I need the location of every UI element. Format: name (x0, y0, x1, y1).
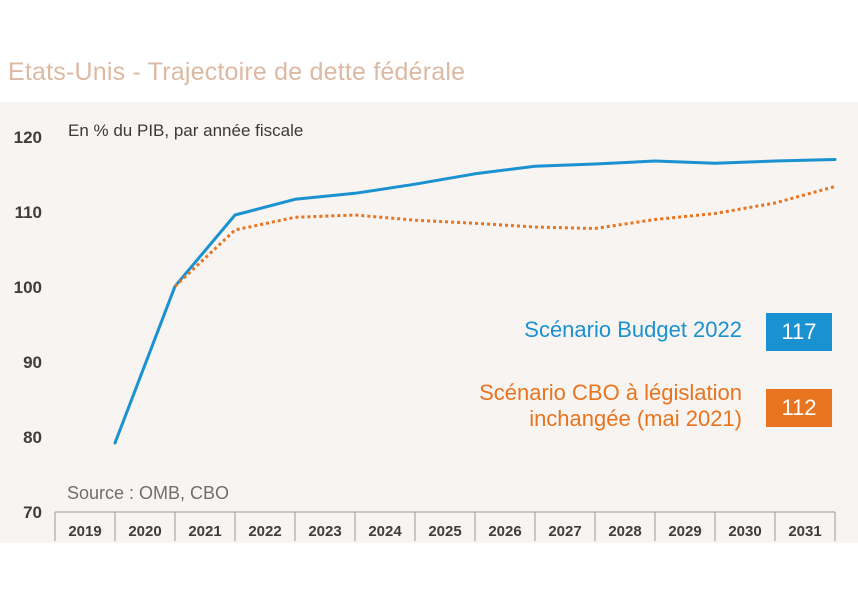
chart-axes: 70 80 90 100 110 120 2019 2020 2021 2022 2023 2024 2… (14, 128, 836, 541)
legend-label-budget-2022: Scénario Budget 2022 (524, 317, 742, 343)
x-tick-label: 2030 (728, 523, 761, 540)
legend-label-line: Scénario CBO à législation (479, 380, 742, 405)
x-tick-label: 2023 (308, 523, 341, 540)
legend-label-cbo: Scénario CBO à législation inchangée (ma… (479, 380, 742, 432)
x-tick-label: 2024 (368, 523, 402, 540)
legend-badge-cbo: 112 (766, 389, 832, 427)
y-tick-label: 100 (14, 278, 42, 297)
x-tick-label: 2026 (488, 523, 521, 540)
series-line-cbo (173, 185, 836, 288)
x-tick-label: 2029 (668, 523, 701, 540)
legend-label-line: inchangée (mai 2021) (529, 406, 742, 431)
chart-series (113, 158, 837, 445)
y-tick-label: 70 (23, 503, 42, 522)
x-tick-label: 2025 (428, 523, 461, 540)
x-tick-label: 2022 (248, 523, 281, 540)
legend-label-line: Scénario Budget 2022 (524, 317, 742, 342)
chart-subtitle: En % du PIB, par année fiscale (68, 121, 304, 140)
series-line-budget-2022 (113, 158, 837, 445)
x-tick-label: 2028 (608, 523, 641, 540)
y-tick-label: 90 (23, 353, 42, 372)
x-tick-label: 2027 (548, 523, 581, 540)
chart-source: Source : OMB, CBO (67, 483, 230, 503)
x-tick-label: 2019 (68, 523, 101, 540)
x-tick-label: 2031 (788, 523, 821, 540)
legend-badge-budget-2022: 117 (766, 313, 832, 351)
y-tick-label: 110 (15, 203, 42, 222)
x-tick-label: 2021 (188, 523, 221, 540)
chart-panel (0, 102, 858, 543)
chart-title: Etats-Unis - Trajectoire de dette fédéra… (8, 58, 466, 86)
y-tick-label: 120 (14, 128, 42, 147)
y-tick-label: 80 (23, 428, 42, 447)
x-tick-label: 2020 (128, 523, 161, 540)
